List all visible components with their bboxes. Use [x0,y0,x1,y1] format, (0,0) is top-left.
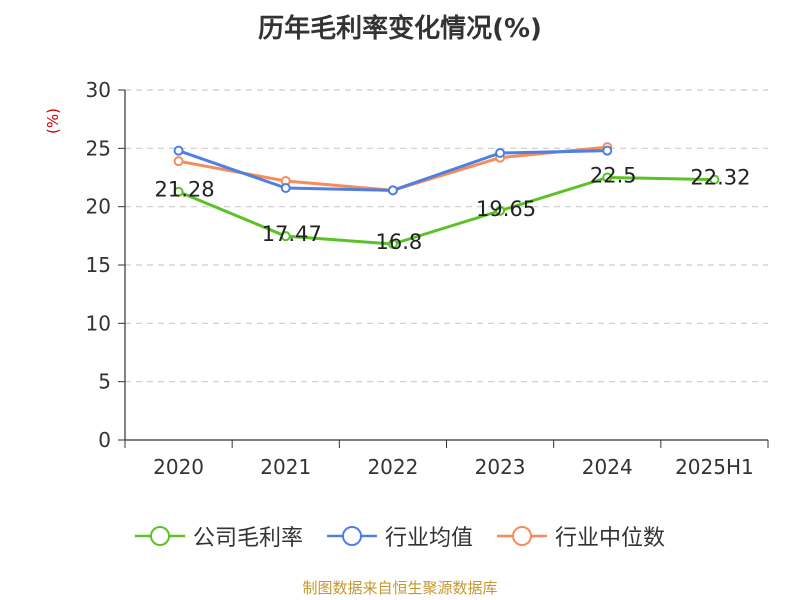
data-point [387,239,398,249]
y-tick-label: 30 [86,78,111,102]
data-point [602,145,613,156]
chart-title: 历年毛利率变化情况(%) [258,14,542,44]
series-line-1 [178,149,608,192]
line-chart: 0 5 10 15 20 25 30 2020 2021 2022 2023 2024 2025H1 21… [86,78,769,479]
legend-item[interactable]: 公司毛利率 [134,520,303,552]
y-tick-label: 20 [86,195,111,219]
x-tick-label: 2024 [582,455,633,479]
legend-item[interactable]: 行业中位数 [497,520,665,552]
data-label: 17.47 [262,222,322,246]
y-tick-label: 25 [86,136,111,160]
x-tick-label: 2020 [153,455,204,479]
y-tick-label: 15 [86,253,111,277]
x-tick-label: 2022 [367,455,418,479]
y-tick-label: 10 [86,311,111,335]
data-point [173,156,184,167]
data-point [173,186,184,197]
source-note: 制图数据来自恒生聚源数据库 [302,579,498,597]
x-tick-label: 2023 [475,455,526,479]
data-point [173,145,184,156]
data-label: 22.5 [590,164,637,188]
x-tick-label: 2021 [260,455,311,479]
data-point [602,172,613,183]
data-point [495,148,506,158]
legend-item[interactable]: 行业均值 [326,520,473,552]
y-tick-label: 5 [98,370,111,394]
chart-legend: 公司毛利率 行业均值 行业中位数 [0,520,800,552]
data-label: 16.8 [376,230,423,254]
data-point [387,185,398,196]
legend-marker-icon [134,524,185,548]
legend-label: 行业中位数 [555,526,666,551]
data-label: 22.32 [690,166,750,190]
legend-label: 公司毛利率 [192,526,303,551]
y-tick-label: 0 [98,428,111,452]
data-point [495,205,506,216]
legend-marker-icon [497,524,547,548]
series-line-0 [178,176,715,246]
legend-marker-icon [326,524,377,548]
data-point [280,183,291,193]
series-line-2 [178,145,608,192]
legend-label: 行业均值 [384,526,473,551]
data-point [280,231,291,242]
x-tick-label: 2025H1 [675,455,754,479]
data-label: 21.28 [155,178,215,202]
data-point [709,174,720,185]
data-label: 19.65 [476,197,536,221]
